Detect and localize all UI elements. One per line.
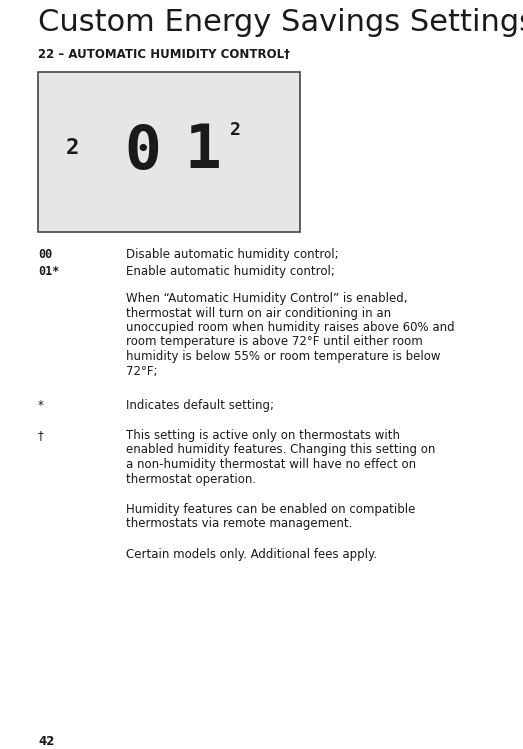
Text: thermostat will turn on air conditioning in an: thermostat will turn on air conditioning…	[126, 306, 391, 320]
Text: Custom Energy Savings Settings: Custom Energy Savings Settings	[38, 8, 523, 37]
Text: thermostat operation.: thermostat operation.	[126, 473, 256, 485]
Text: Certain models only. Additional fees apply.: Certain models only. Additional fees app…	[126, 548, 377, 561]
Text: When “Automatic Humidity Control” is enabled,: When “Automatic Humidity Control” is ena…	[126, 292, 407, 305]
Text: 2: 2	[230, 121, 241, 139]
Text: Humidity features can be enabled on compatible: Humidity features can be enabled on comp…	[126, 503, 415, 516]
Text: 22 – AUTOMATIC HUMIDITY CONTROL†: 22 – AUTOMATIC HUMIDITY CONTROL†	[38, 48, 290, 61]
Text: 2: 2	[66, 138, 79, 158]
Text: Indicates default setting;: Indicates default setting;	[126, 399, 274, 412]
Text: *: *	[38, 399, 44, 412]
Text: room temperature is above 72°F until either room: room temperature is above 72°F until eit…	[126, 336, 423, 348]
Text: 01*: 01*	[38, 265, 60, 278]
Text: unoccupied room when humidity raises above 60% and: unoccupied room when humidity raises abo…	[126, 321, 454, 334]
Bar	[38, 72, 300, 232]
Text: thermostats via remote management.: thermostats via remote management.	[126, 518, 353, 530]
Text: Enable automatic humidity control;: Enable automatic humidity control;	[126, 265, 335, 278]
Text: enabled humidity features. Changing this setting on: enabled humidity features. Changing this…	[126, 443, 435, 456]
Text: This setting is active only on thermostats with: This setting is active only on thermosta…	[126, 429, 400, 442]
Text: 42: 42	[38, 735, 54, 748]
Text: †: †	[38, 429, 44, 442]
Text: 00: 00	[38, 248, 52, 261]
Text: 0: 0	[124, 123, 162, 181]
Text: 1: 1	[185, 123, 221, 181]
Text: Disable automatic humidity control;: Disable automatic humidity control;	[126, 248, 338, 261]
Text: 72°F;: 72°F;	[126, 365, 157, 377]
Text: a non-humidity thermostat will have no effect on: a non-humidity thermostat will have no e…	[126, 458, 416, 471]
Text: humidity is below 55% or room temperature is below: humidity is below 55% or room temperatur…	[126, 350, 440, 363]
